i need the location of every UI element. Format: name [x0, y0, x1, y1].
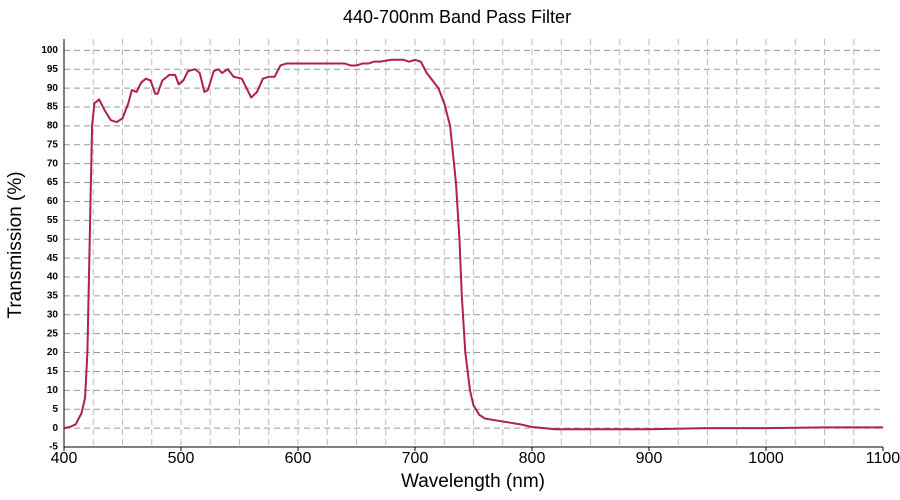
x-tick-label: 900	[636, 450, 663, 467]
y-tick-label: 80	[47, 121, 59, 132]
y-tick-label: 65	[47, 177, 59, 188]
x-axis-label: Wavelength (nm)	[401, 471, 545, 492]
y-tick-label: 60	[47, 196, 59, 207]
y-tick-label: 50	[47, 234, 59, 245]
y-tick-label: 15	[47, 366, 59, 377]
x-tick-label: 600	[285, 450, 312, 467]
y-tick-label: 70	[47, 158, 59, 169]
y-tick-label: 45	[47, 253, 59, 264]
y-tick-label: 95	[47, 64, 59, 75]
y-tick-label: 10	[47, 385, 59, 396]
x-tick-label: 400	[51, 450, 78, 467]
y-tick-label: 0	[52, 423, 58, 434]
x-tick-label: 1000	[748, 450, 784, 467]
y-tick-label: 40	[47, 272, 59, 283]
x-tick-label: 700	[402, 450, 429, 467]
x-tick-label: 1100	[866, 450, 900, 467]
y-tick-label: 35	[47, 291, 59, 302]
y-tick-label: 100	[41, 45, 58, 56]
y-tick-label: 30	[47, 309, 59, 320]
y-axis-label: Transmission (%)	[5, 171, 26, 318]
y-tick-label: 55	[47, 215, 59, 226]
x-tick-label: 800	[519, 450, 546, 467]
chart-title: 440-700nm Band Pass Filter	[343, 7, 571, 27]
x-tick-label: 500	[168, 450, 195, 467]
y-tick-label: -5	[49, 442, 58, 453]
y-tick-label: 25	[47, 328, 59, 339]
y-tick-label: 85	[47, 102, 59, 113]
y-tick-label: 5	[52, 404, 58, 415]
y-tick-label: 90	[47, 83, 59, 94]
y-tick-label: 20	[47, 347, 59, 358]
data-line	[63, 58, 883, 431]
y-tick-label: 75	[47, 139, 59, 150]
